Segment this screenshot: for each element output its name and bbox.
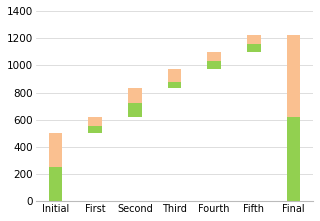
Bar [287, 35, 300, 117]
Bar [247, 35, 261, 44]
Bar [88, 133, 102, 201]
Bar [168, 88, 181, 201]
Bar [49, 133, 62, 167]
Bar [128, 88, 142, 103]
Bar [247, 44, 261, 52]
Bar [207, 69, 221, 201]
Bar [207, 52, 221, 61]
Bar [128, 117, 142, 201]
Bar [88, 117, 102, 126]
Bar [168, 69, 181, 82]
Bar [247, 52, 261, 201]
Bar [49, 167, 62, 201]
Bar [168, 82, 181, 88]
Bar [207, 61, 221, 69]
Bar [128, 103, 142, 117]
Bar [287, 117, 300, 201]
Bar [88, 126, 102, 133]
